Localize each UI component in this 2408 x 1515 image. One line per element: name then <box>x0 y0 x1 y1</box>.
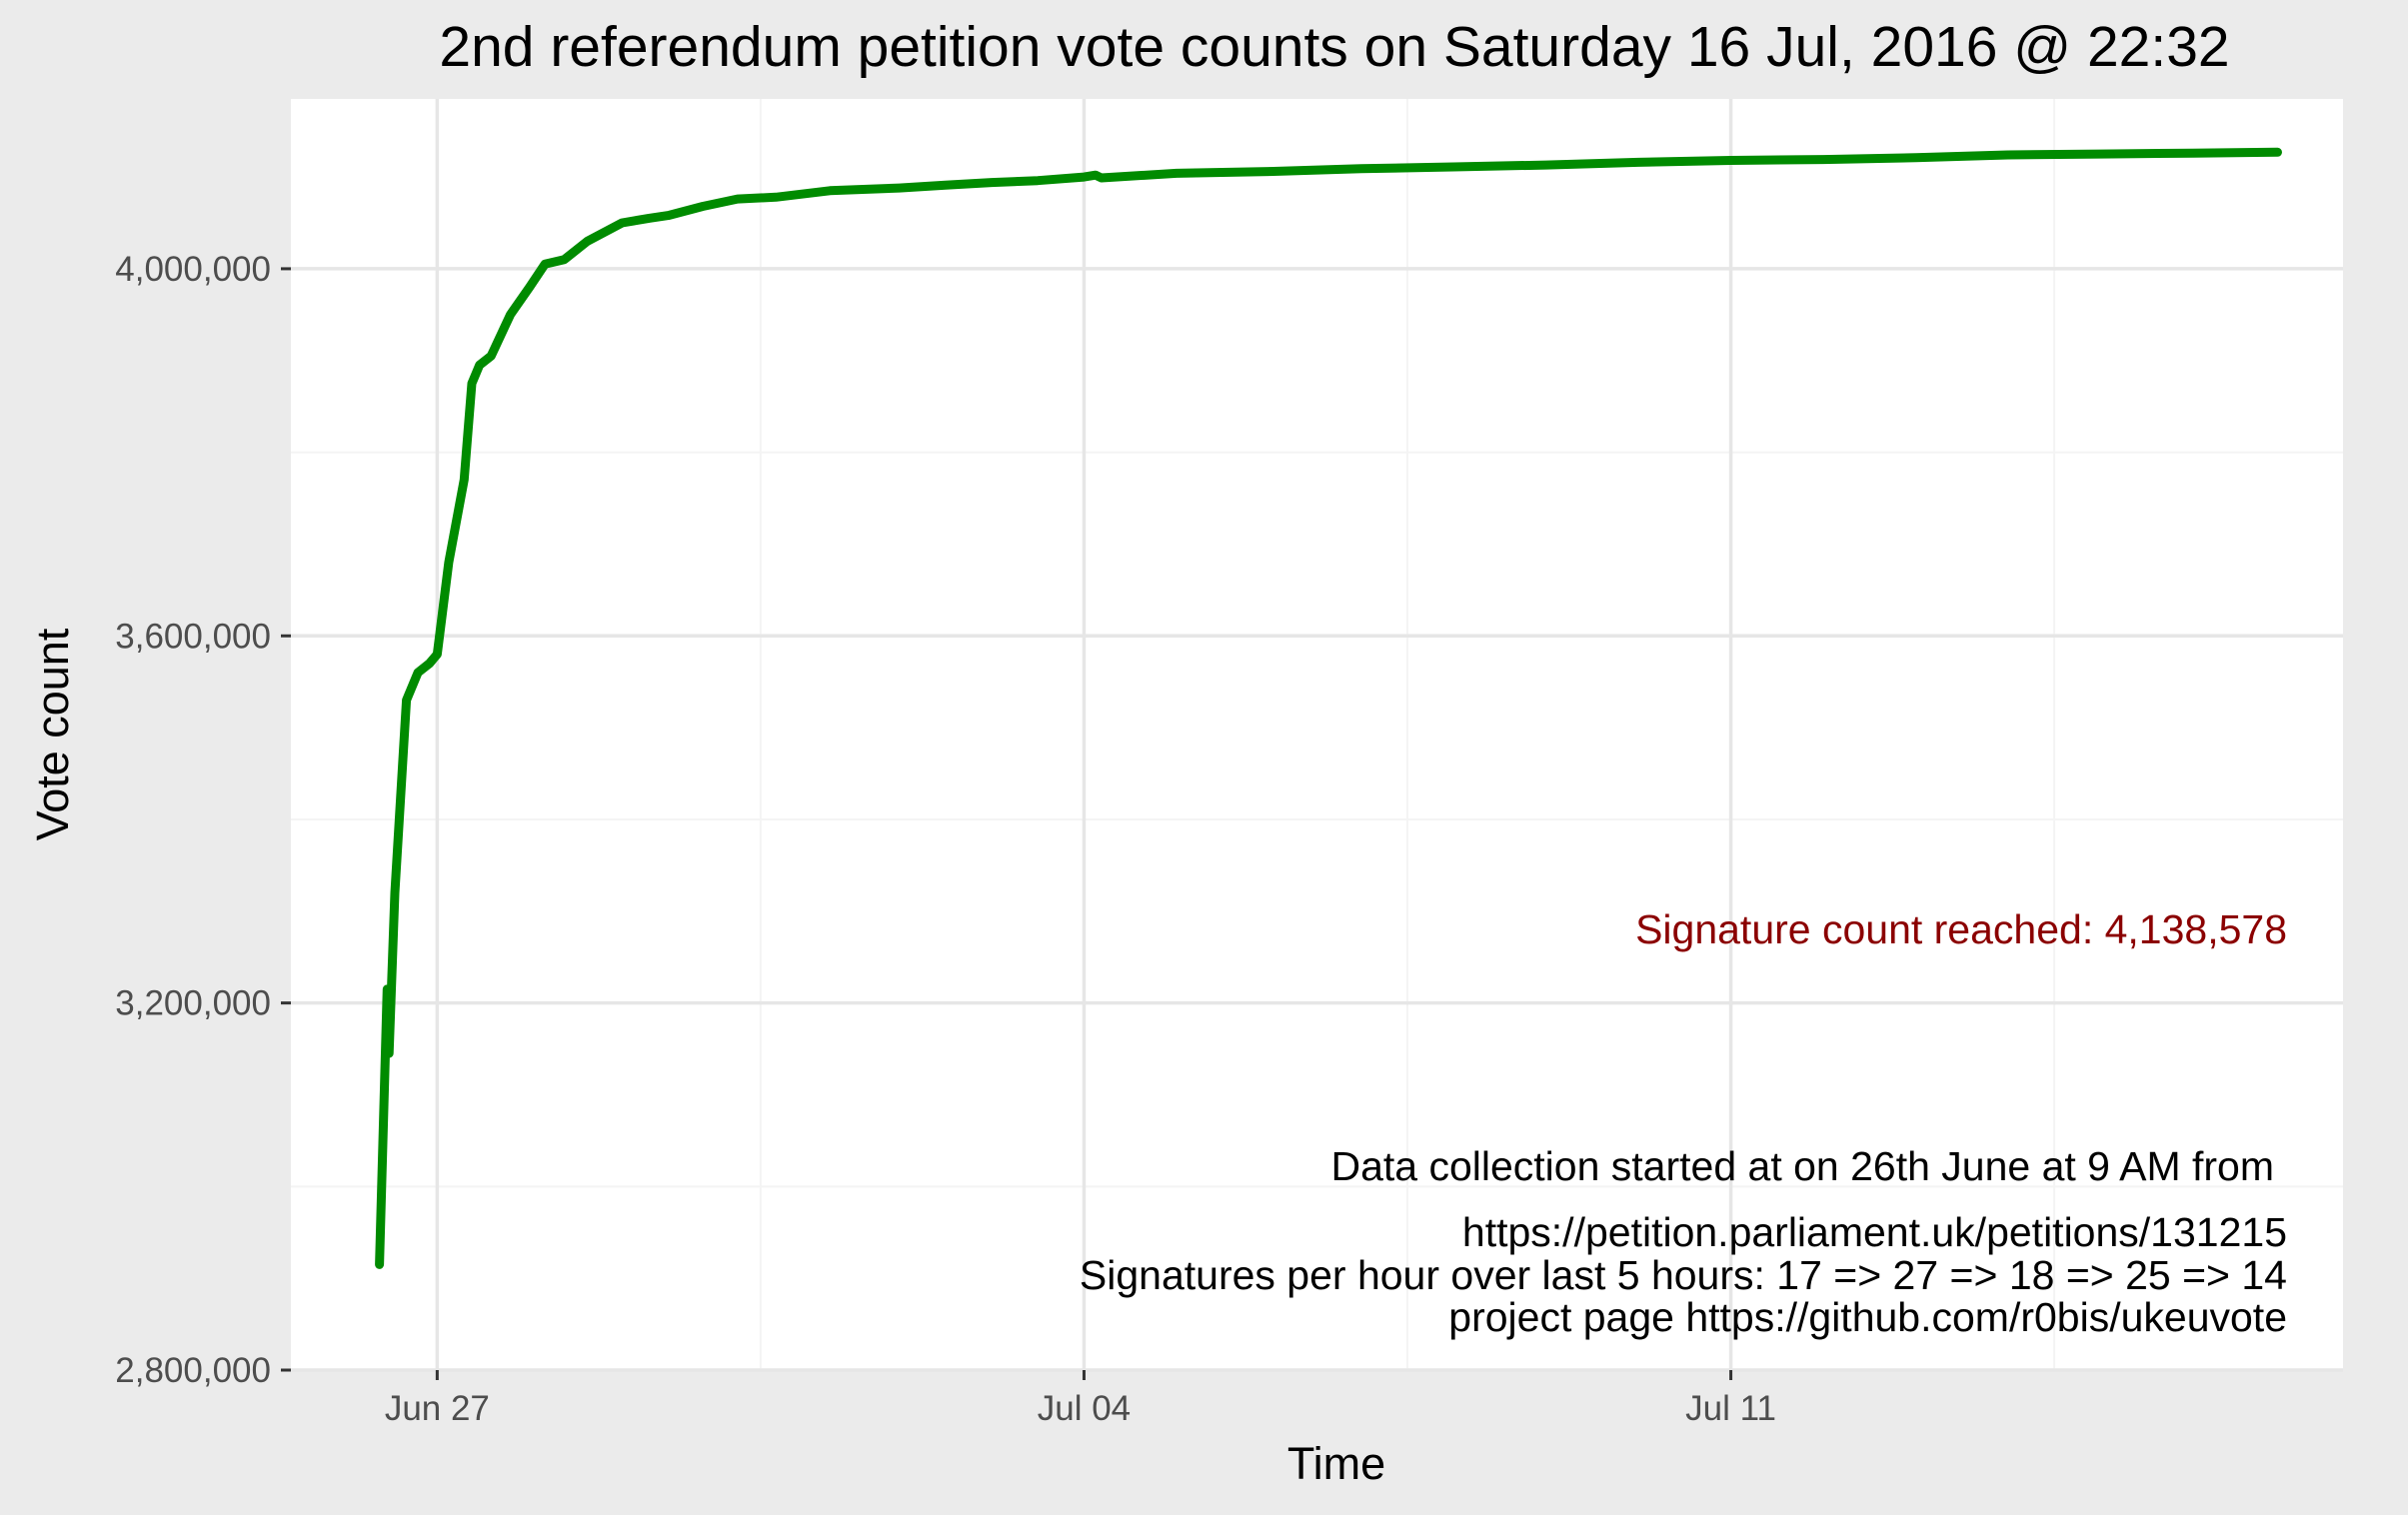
signature-count-annotation: Signature count reached: 4,138,578 <box>1635 906 2287 952</box>
x-tick-label: Jul 11 <box>1685 1389 1776 1428</box>
y-tick-label: 3,200,000 <box>115 984 271 1023</box>
signatures-per-hour-note: Signatures per hour over last 5 hours: 1… <box>1080 1252 2287 1298</box>
plot-panel <box>291 99 2343 1370</box>
series-line <box>375 147 2282 1269</box>
y-tick-label: 4,000,000 <box>115 250 271 289</box>
y-axis: 2,800,000 3,200,000 3,600,000 4,000,000 <box>115 250 291 1390</box>
chart-title: 2nd referendum petition vote counts on S… <box>439 15 2229 79</box>
grid-lines <box>291 99 2343 1372</box>
y-tick-label: 3,600,000 <box>115 617 271 656</box>
project-page-note: project page https://github.com/r0bis/uk… <box>1448 1294 2287 1340</box>
x-tick-label: Jun 27 <box>385 1389 490 1428</box>
x-axis: Jun 27 Jul 04 Jul 11 <box>385 1370 1776 1428</box>
petition-url-note: https://petition.parliament.uk/petitions… <box>1462 1209 2287 1255</box>
y-axis-title: Vote count <box>27 628 78 840</box>
x-axis-title: Time <box>1287 1438 1385 1489</box>
y-tick-label: 2,800,000 <box>115 1351 271 1390</box>
x-tick-label: Jul 04 <box>1038 1389 1131 1428</box>
data-collection-note: Data collection started at on 26th June … <box>1330 1143 2274 1189</box>
